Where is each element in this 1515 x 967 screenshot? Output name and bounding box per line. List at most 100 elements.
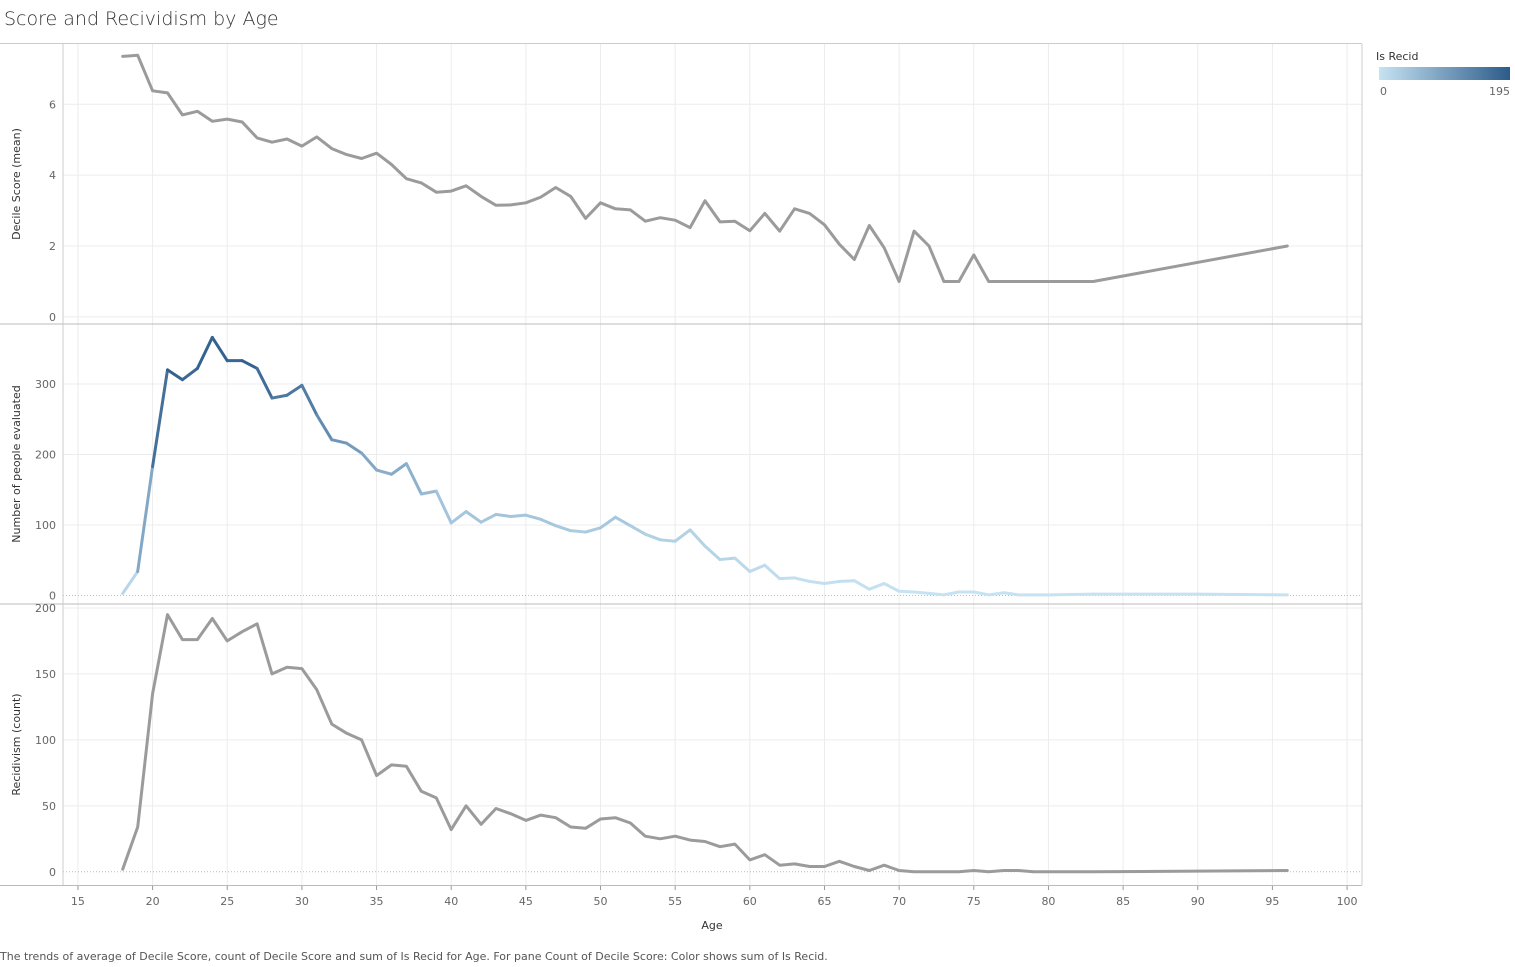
series-line-segment	[494, 512, 513, 519]
series-line-segment	[688, 528, 707, 548]
series-line-segment	[404, 462, 423, 496]
series-line-segment	[972, 590, 991, 597]
y-tick-label: 100	[35, 519, 56, 532]
y-axis-label: Number of people evaluated	[10, 385, 23, 542]
series-line-segment	[703, 544, 722, 562]
text-layer: 15 20 25 30 35 40 45 50 55 60 65 70 75 80 85 90 95 100024…	[10, 98, 1358, 932]
series-line-segment	[808, 579, 826, 586]
y-tick-label: 0	[49, 866, 56, 879]
series-line-segment	[195, 335, 214, 370]
series-line	[121, 613, 1289, 874]
series-line-segment	[151, 368, 170, 468]
series-line-segment	[180, 366, 199, 382]
x-tick-label: 35	[370, 895, 384, 908]
series-line-segment	[718, 556, 737, 562]
series-line-segment	[240, 359, 259, 370]
x-tick-label: 60	[743, 895, 757, 908]
series-line-segment	[539, 517, 558, 528]
y-axis-label: Recidivism (count)	[10, 693, 23, 795]
series-line-segment	[927, 591, 946, 597]
x-tick-label: 15	[71, 895, 85, 908]
x-tick-label: 55	[668, 895, 682, 908]
y-tick-label: 50	[42, 800, 56, 813]
x-tick-label: 95	[1265, 895, 1279, 908]
chart-caption: The trends of average of Decile Score, c…	[0, 950, 828, 963]
series-line-segment	[897, 589, 916, 594]
x-tick-label: 90	[1191, 895, 1205, 908]
y-tick-label: 6	[49, 98, 56, 111]
series-line-segment	[136, 464, 155, 574]
series-line-segment	[852, 579, 871, 591]
series-line-segment	[285, 383, 304, 397]
series-line-segment	[121, 570, 140, 595]
series-line-segment	[330, 438, 349, 445]
series-line-segment	[315, 413, 334, 442]
series-line-segment	[822, 579, 841, 586]
series-line-segment	[360, 451, 379, 472]
series-line-segment	[1046, 592, 1095, 597]
series-line-segment	[987, 591, 1006, 597]
series-line-segment	[1196, 592, 1289, 597]
y-tick-label: 300	[35, 378, 56, 391]
line-layer	[121, 53, 1289, 874]
x-tick-label: 100	[1337, 895, 1358, 908]
series-line-segment	[464, 510, 483, 524]
grid-layer	[63, 44, 1362, 885]
y-tick-label: 2	[49, 240, 56, 253]
legend-min-label: 0	[1380, 85, 1387, 98]
series-line-segment	[509, 513, 528, 519]
series-line-segment	[658, 538, 677, 543]
series-line-segment	[569, 529, 588, 534]
series-line-segment	[643, 532, 662, 542]
x-tick-label: 30	[295, 895, 309, 908]
chart-title: Score and Recividism by Age	[4, 8, 279, 30]
x-tick-label: 75	[967, 895, 981, 908]
x-tick-label: 50	[594, 895, 608, 908]
series-line-segment	[554, 524, 573, 533]
x-axis-label: Age	[701, 919, 723, 932]
x-tick-label: 20	[146, 895, 160, 908]
legend-color-ramp	[1379, 67, 1510, 80]
y-tick-label: 0	[49, 590, 56, 603]
series-line-segment	[613, 515, 632, 528]
series-line-segment	[584, 526, 603, 534]
series-line-segment	[479, 512, 498, 524]
series-line-segment	[733, 556, 752, 574]
series-line-segment	[166, 368, 184, 382]
series-line-segment	[882, 582, 901, 593]
series-line-segment	[628, 524, 647, 536]
series-line-segment	[449, 510, 468, 525]
color-legend: Is Recid 0 195	[1376, 50, 1510, 98]
series-line-segment	[912, 590, 931, 595]
y-tick-label: 4	[49, 169, 56, 182]
y-tick-label: 100	[35, 734, 56, 747]
x-tick-label: 40	[444, 895, 458, 908]
series-line-segment	[524, 513, 543, 521]
x-tick-label: 70	[892, 895, 906, 908]
y-tick-label: 200	[35, 602, 56, 615]
legend-title: Is Recid	[1376, 50, 1418, 63]
series-line-segment	[837, 579, 856, 583]
series-line-segment	[434, 489, 453, 525]
y-tick-label: 150	[35, 668, 56, 681]
series-line-segment	[778, 576, 797, 581]
legend-max-label: 195	[1489, 85, 1510, 98]
series-line-segment	[599, 515, 617, 530]
x-tick-label: 45	[519, 895, 533, 908]
x-tick-label: 25	[220, 895, 234, 908]
series-line-segment	[793, 576, 812, 583]
x-tick-label: 65	[817, 895, 831, 908]
series-line-segment	[942, 590, 961, 597]
y-axis-label: Decile Score (mean)	[10, 128, 23, 240]
series-line-segment	[255, 366, 274, 400]
series-line-segment	[345, 441, 364, 455]
y-tick-label: 0	[49, 311, 56, 324]
series-line-segment	[1002, 591, 1021, 597]
series-line-segment	[300, 383, 319, 417]
series-line-segment	[867, 582, 886, 591]
series-line-segment	[748, 563, 767, 574]
series-line-segment	[673, 528, 692, 543]
series-line	[121, 53, 1289, 283]
series-line-segment	[419, 489, 438, 496]
